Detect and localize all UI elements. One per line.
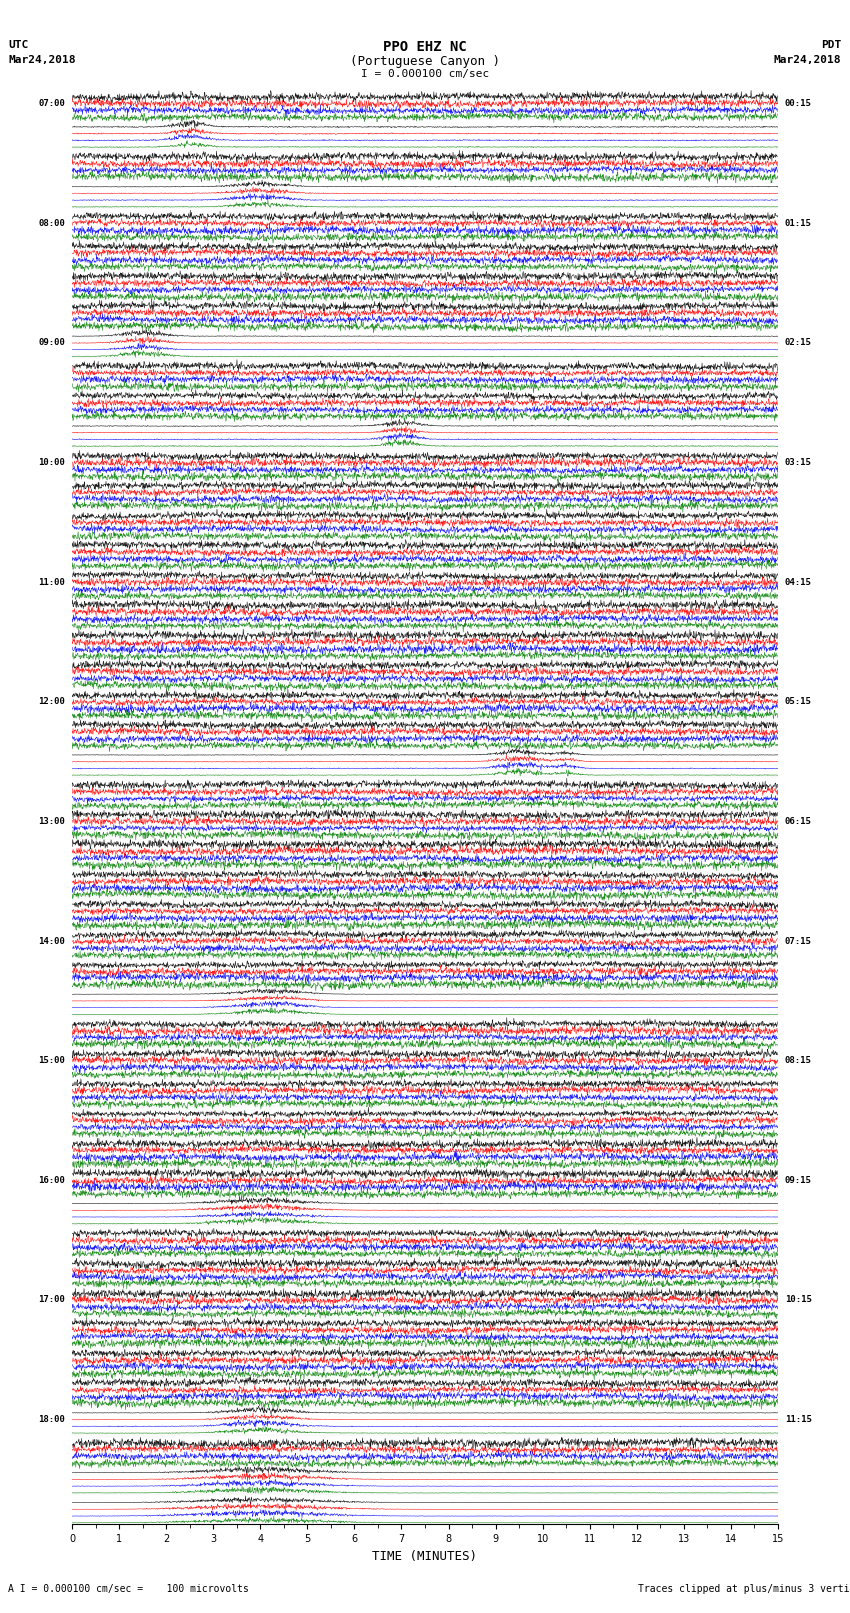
Text: Mar24,2018: Mar24,2018 [8,55,76,65]
Text: 17:00: 17:00 [38,1295,65,1305]
Text: PDT: PDT [821,40,842,50]
Text: 09:15: 09:15 [785,1176,812,1186]
Text: 06:15: 06:15 [785,816,812,826]
Text: 07:15: 07:15 [785,937,812,945]
X-axis label: TIME (MINUTES): TIME (MINUTES) [372,1550,478,1563]
Text: 16:00: 16:00 [38,1176,65,1186]
Text: 09:00: 09:00 [38,339,65,347]
Text: 14:00: 14:00 [38,937,65,945]
Text: PPO EHZ NC: PPO EHZ NC [383,40,467,55]
Text: 10:00: 10:00 [38,458,65,468]
Text: A I = 0.000100 cm/sec =    100 microvolts: A I = 0.000100 cm/sec = 100 microvolts [8,1584,249,1594]
Text: 00:15: 00:15 [785,98,812,108]
Text: 02:15: 02:15 [785,339,812,347]
Text: 01:15: 01:15 [785,219,812,227]
Text: 15:00: 15:00 [38,1057,65,1065]
Text: I = 0.000100 cm/sec: I = 0.000100 cm/sec [361,69,489,79]
Text: 18:00: 18:00 [38,1415,65,1424]
Text: 05:15: 05:15 [785,697,812,706]
Text: 12:00: 12:00 [38,697,65,706]
Text: 08:15: 08:15 [785,1057,812,1065]
Text: Traces clipped at plus/minus 3 vertical divisions: Traces clipped at plus/minus 3 vertical … [638,1584,850,1594]
Text: 11:00: 11:00 [38,577,65,587]
Text: 11:15: 11:15 [785,1415,812,1424]
Text: 13:00: 13:00 [38,816,65,826]
Text: (Portuguese Canyon ): (Portuguese Canyon ) [350,55,500,68]
Text: 04:15: 04:15 [785,577,812,587]
Text: 10:15: 10:15 [785,1295,812,1305]
Text: 08:00: 08:00 [38,219,65,227]
Text: 07:00: 07:00 [38,98,65,108]
Text: UTC: UTC [8,40,29,50]
Text: 03:15: 03:15 [785,458,812,468]
Text: Mar24,2018: Mar24,2018 [774,55,842,65]
